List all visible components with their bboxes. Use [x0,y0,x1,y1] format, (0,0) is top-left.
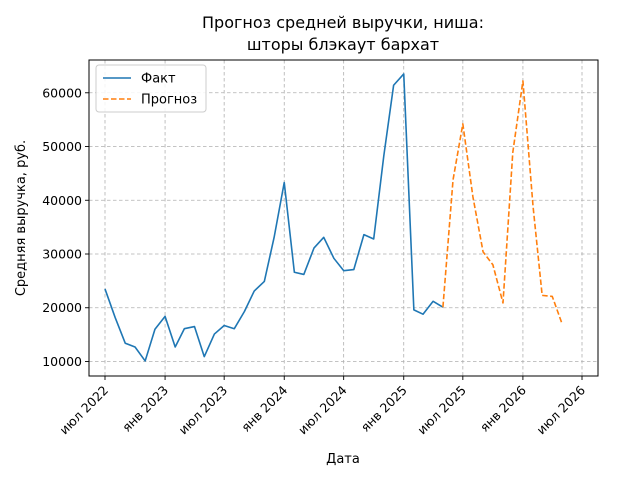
y-tick-label: 10000 [42,354,82,369]
series-line-fact [104,73,444,362]
series-line-forecast [442,80,563,325]
y-tick-label: 40000 [42,193,82,208]
x-tick-label: июл 2023 [176,383,231,438]
x-tick-label: июл 2022 [56,383,111,438]
legend-label: Прогноз [141,93,197,108]
y-axis: 10000 20000 30000 40000 50000 60000 [42,85,89,369]
chart-title-line-2: шторы блэкаут бархат [247,35,439,54]
y-axis-label: Средняя выручка, руб. [14,140,29,296]
x-tick-label: янв 2023 [119,383,171,435]
x-axis-label: Дата [326,452,360,467]
y-tick-label: 30000 [42,247,82,262]
x-tick-label: янв 2026 [477,382,529,434]
chart-title-line-1: Прогноз средней выручки, ниша: [202,13,484,32]
y-tick-label: 60000 [42,85,82,100]
x-tick-label: июл 2024 [295,382,350,437]
series-layer [104,73,563,362]
grid-lines [89,60,598,376]
legend-box [95,64,207,113]
x-axis: июл 2022 янв 2023 июл 2023 янв 2024 июл 2024… [56,376,588,437]
y-tick-label: 20000 [42,300,82,315]
legend-label: Факт [141,72,176,87]
y-tick-label: 50000 [42,139,82,154]
x-tick-label: янв 2024 [238,382,290,434]
legend: Факт Прогноз [95,64,207,113]
x-tick-label: июл 2025 [414,383,469,438]
x-tick-label: июл 2026 [533,382,588,437]
x-tick-label: янв 2025 [358,383,410,435]
